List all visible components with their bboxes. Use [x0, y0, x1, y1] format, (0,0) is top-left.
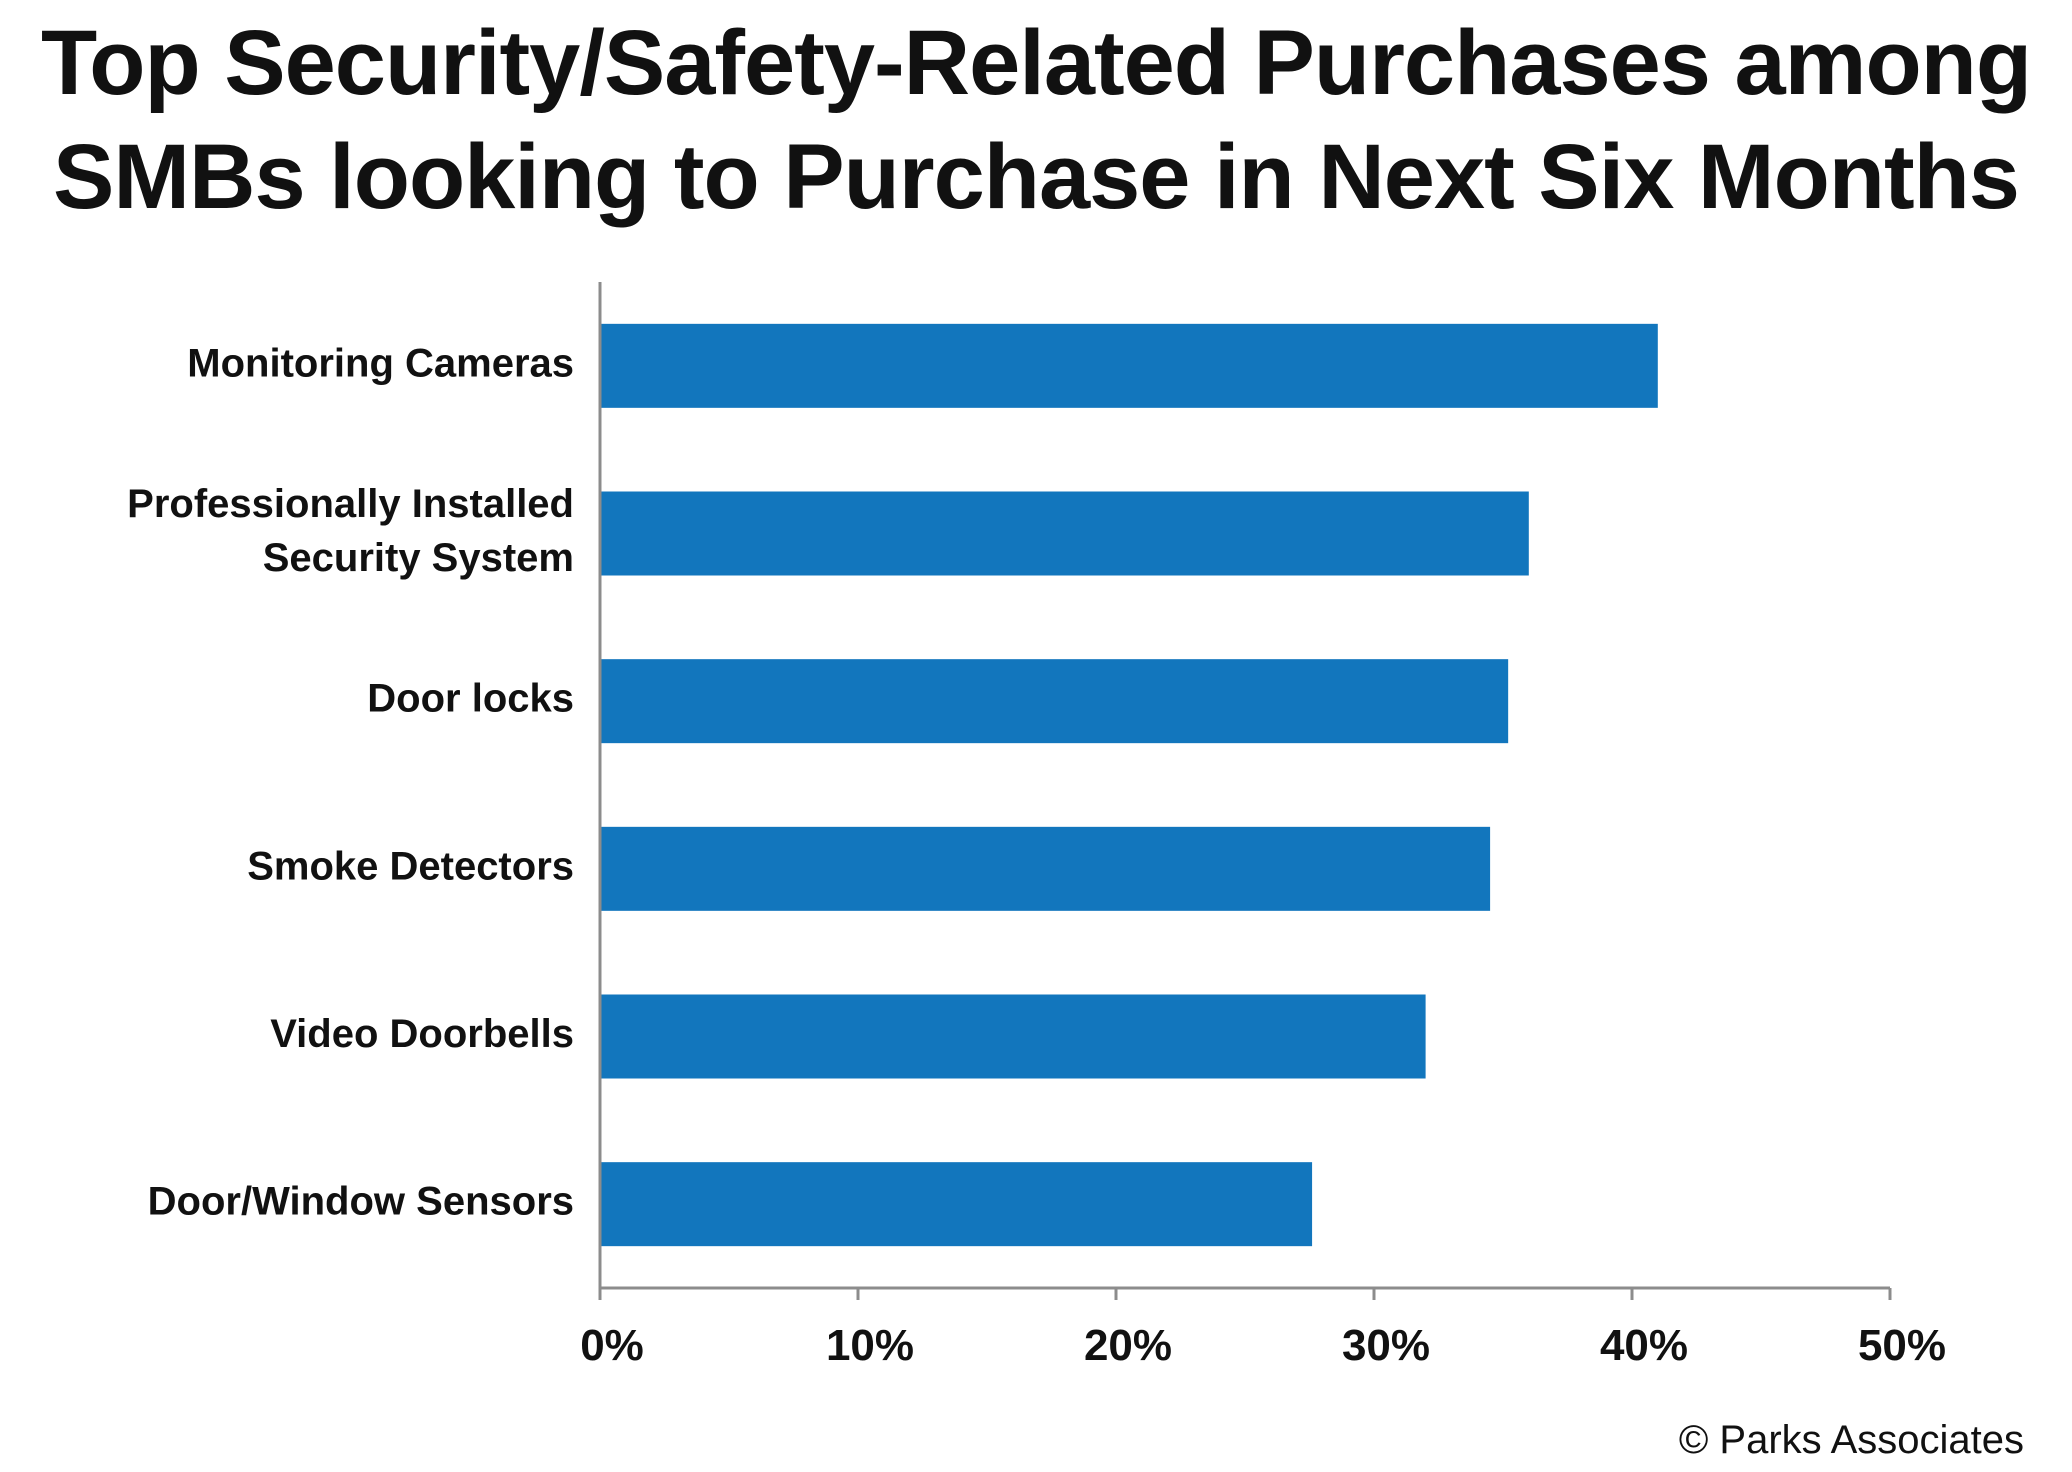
category-label-5: Video Doorbells [270, 1012, 574, 1056]
chart-title-line-2: SMBs looking to Purchase in Next Six Mon… [53, 126, 2020, 228]
category-label-3: Door locks [367, 677, 574, 721]
x-tick-label-50: 50% [1858, 1321, 1946, 1370]
chart-title-line-1: Top Security/Safety-Related Purchases am… [40, 12, 2032, 114]
x-tick-label-20: 20% [1084, 1321, 1172, 1370]
bar-1 [600, 323, 1658, 408]
x-tick-label-10: 10% [826, 1321, 914, 1370]
category-label-2-line-2: Security System [263, 536, 574, 580]
x-tick-label-40: 40% [1600, 1321, 1688, 1370]
bar-3 [600, 659, 1509, 744]
copyright-credit: © Parks Associates [1678, 1418, 2024, 1462]
bar-5 [600, 994, 1426, 1079]
bar-6 [600, 1162, 1313, 1247]
chart-title: Top Security/Safety-Related Purchases am… [0, 6, 2072, 234]
bar-2 [600, 491, 1529, 576]
category-label-2-line-1: Professionally Installed [127, 482, 574, 526]
bar-4 [600, 826, 1491, 911]
bar-chart: Monitoring Cameras Professionally Install… [127, 282, 1946, 1370]
category-label-4: Smoke Detectors [247, 844, 574, 888]
x-tick-label-0: 0% [580, 1321, 644, 1370]
category-label-1: Monitoring Cameras [187, 341, 574, 385]
x-tick-label-30: 30% [1342, 1321, 1430, 1370]
category-label-6: Door/Window Sensors [148, 1180, 574, 1224]
